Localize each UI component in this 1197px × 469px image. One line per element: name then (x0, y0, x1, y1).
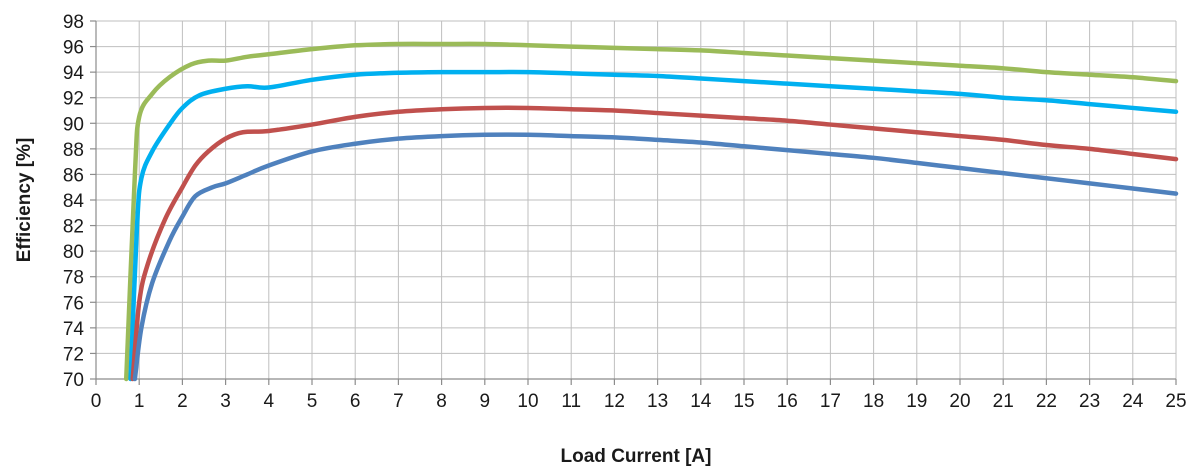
x-tick-label: 6 (350, 391, 361, 412)
y-axis-title: Efficiency [%] (14, 138, 35, 263)
x-tick-label: 2 (177, 391, 188, 412)
y-tick-label: 84 (63, 191, 85, 212)
x-tick-label: 7 (393, 391, 404, 412)
x-tick-label: 3 (220, 391, 231, 412)
x-tick-label: 17 (820, 391, 841, 412)
x-tick-label: 23 (1079, 391, 1100, 412)
x-tick-label: 10 (517, 391, 538, 412)
x-tick-label: 9 (480, 391, 491, 412)
y-tick-label: 96 (63, 38, 84, 59)
y-tick-label: 70 (63, 370, 84, 391)
x-tick-label: 11 (561, 391, 581, 412)
series-line-2 (128, 69, 1179, 382)
y-tick-label: 76 (63, 293, 84, 314)
y-tick-label: 88 (63, 140, 84, 161)
y-tick-label: 98 (63, 12, 84, 33)
y-tick-label: 74 (63, 319, 85, 340)
x-tick-label: 4 (264, 391, 275, 412)
y-tick-label: 90 (63, 114, 84, 135)
y-tick-label: 94 (63, 63, 85, 84)
x-tick-label: 24 (1122, 391, 1144, 412)
x-tick-label: 0 (91, 391, 102, 412)
y-tick-label: 86 (63, 165, 84, 186)
x-tick-label: 25 (1165, 391, 1186, 412)
x-tick-label: 18 (863, 391, 884, 412)
series-lines (123, 41, 1179, 382)
series-line-1 (123, 41, 1179, 382)
x-tick-label: 22 (1036, 391, 1057, 412)
x-tick-label: 21 (993, 391, 1014, 412)
x-tick-label: 13 (647, 391, 668, 412)
y-tick-label: 72 (63, 344, 84, 365)
x-tick-label: 20 (949, 391, 970, 412)
series-line-3 (130, 105, 1179, 382)
tick-labels: 0 1 2 3 4 5 6 7 8 9 10 11 12 13 14 15 16 17 18 19 20 21 22 23 24… (63, 12, 1187, 412)
y-tick-label: 78 (63, 268, 84, 289)
x-tick-label: 15 (733, 391, 754, 412)
x-tick-label: 8 (436, 391, 447, 412)
y-tick-label: 80 (63, 242, 84, 263)
x-tick-label: 1 (134, 391, 145, 412)
x-tick-label: 14 (690, 391, 712, 412)
x-tick-label: 16 (777, 391, 798, 412)
x-axis-title: Load Current [A] (561, 446, 712, 467)
x-tick-label: 12 (604, 391, 625, 412)
x-tick-label: 19 (906, 391, 927, 412)
y-tick-label: 92 (63, 89, 84, 110)
x-tick-label: 5 (307, 391, 318, 412)
series-line-4 (132, 132, 1179, 382)
y-tick-label: 82 (63, 217, 84, 238)
axes (90, 20, 1177, 385)
